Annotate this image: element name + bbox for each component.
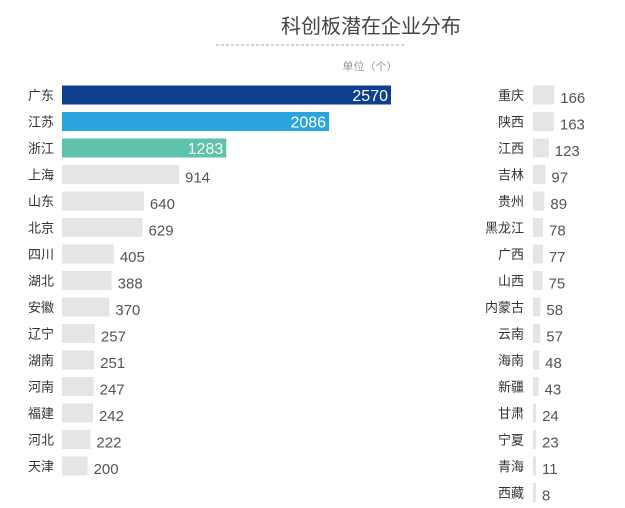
bar <box>62 271 112 290</box>
bar <box>533 218 543 237</box>
category-label: 辽宁 <box>28 327 54 343</box>
category-label: 广西 <box>498 248 524 263</box>
value-label: 123 <box>555 143 580 160</box>
category-label: 陕西 <box>498 116 524 131</box>
value-label: 57 <box>546 329 563 346</box>
bar <box>533 430 536 449</box>
value-label: 58 <box>546 302 563 319</box>
bar <box>62 403 93 423</box>
bar <box>533 138 549 158</box>
bar <box>533 377 539 396</box>
category-label: 四川 <box>28 248 54 263</box>
value-label: 2086 <box>290 115 326 132</box>
value-label: 1283 <box>188 141 224 158</box>
value-label: 166 <box>560 90 585 107</box>
category-label: 山西 <box>498 275 524 290</box>
category-label: 上海 <box>28 169 54 184</box>
value-label: 78 <box>549 223 566 240</box>
value-label: 247 <box>100 382 125 399</box>
category-label: 西藏 <box>498 487 524 502</box>
category-label: 湖北 <box>28 275 54 290</box>
category-label: 内蒙古 <box>485 300 524 316</box>
category-label: 海南 <box>498 353 524 369</box>
bar <box>533 271 543 290</box>
category-label: 山东 <box>28 195 54 210</box>
value-label: 222 <box>96 435 121 452</box>
bar <box>62 350 95 370</box>
category-label: 广东 <box>28 89 54 104</box>
bar <box>62 297 110 317</box>
category-label: 甘肃 <box>498 407 524 422</box>
category-label: 安徽 <box>28 301 54 316</box>
value-label: 629 <box>149 223 174 240</box>
value-label: 242 <box>99 408 124 425</box>
bar <box>533 324 541 343</box>
value-label: 24 <box>542 408 559 425</box>
bar <box>533 456 536 476</box>
bar <box>62 456 88 476</box>
bar <box>62 218 143 237</box>
bar <box>62 191 144 211</box>
value-label: 251 <box>100 355 125 372</box>
value-label: 640 <box>150 196 175 213</box>
value-label: 405 <box>120 249 145 266</box>
bar <box>533 403 537 423</box>
bar <box>533 483 536 502</box>
value-label: 77 <box>549 249 566 266</box>
bar <box>533 112 554 131</box>
category-label: 江苏 <box>28 115 54 131</box>
bars-group: 广东 2570 江苏 2086 浙江 1283 上海 914 山东 640 北京 629 四川 405 湖北… <box>28 85 585 505</box>
category-label: 吉林 <box>498 169 524 184</box>
category-label: 贵州 <box>498 195 524 210</box>
bar <box>62 244 114 264</box>
bar <box>533 85 555 105</box>
category-label: 天津 <box>28 460 54 475</box>
category-label: 云南 <box>498 327 524 343</box>
category-label: 河北 <box>28 434 54 449</box>
value-label: 914 <box>185 170 210 187</box>
category-label: 江西 <box>498 142 524 157</box>
value-label: 2570 <box>352 88 388 105</box>
bar <box>62 138 227 158</box>
value-label: 370 <box>115 302 140 319</box>
value-label: 163 <box>560 117 585 134</box>
bar <box>62 377 94 396</box>
value-label: 97 <box>551 170 568 187</box>
bar <box>533 191 545 211</box>
bar <box>533 244 543 264</box>
bar <box>62 165 180 184</box>
category-label: 福建 <box>28 407 54 422</box>
value-label: 257 <box>101 329 126 346</box>
bar <box>533 165 546 184</box>
value-label: 23 <box>542 435 559 452</box>
category-label: 重庆 <box>498 88 524 104</box>
bar <box>62 112 330 131</box>
value-label: 388 <box>118 276 143 293</box>
value-label: 75 <box>549 276 566 293</box>
bar <box>533 350 540 370</box>
category-label: 湖南 <box>28 353 54 369</box>
bar <box>62 85 391 105</box>
category-label: 宁夏 <box>498 433 524 449</box>
value-label: 11 <box>542 461 558 478</box>
value-label: 43 <box>545 382 562 399</box>
category-label: 黑龙江 <box>485 222 524 237</box>
bar <box>62 430 91 449</box>
category-label: 河南 <box>28 380 54 396</box>
category-label: 浙江 <box>28 142 54 157</box>
chart-title: 科创板潜在企业分布 <box>281 14 461 38</box>
value-label: 200 <box>94 461 119 478</box>
unit-label: 单位（个） <box>343 59 398 73</box>
category-label: 新疆 <box>498 380 524 396</box>
category-label: 青海 <box>498 460 524 475</box>
bar <box>62 324 95 343</box>
value-label: 89 <box>550 196 567 213</box>
bar <box>533 297 541 317</box>
value-label: 48 <box>545 355 562 372</box>
value-label: 8 <box>542 488 550 505</box>
category-label: 北京 <box>28 222 54 237</box>
